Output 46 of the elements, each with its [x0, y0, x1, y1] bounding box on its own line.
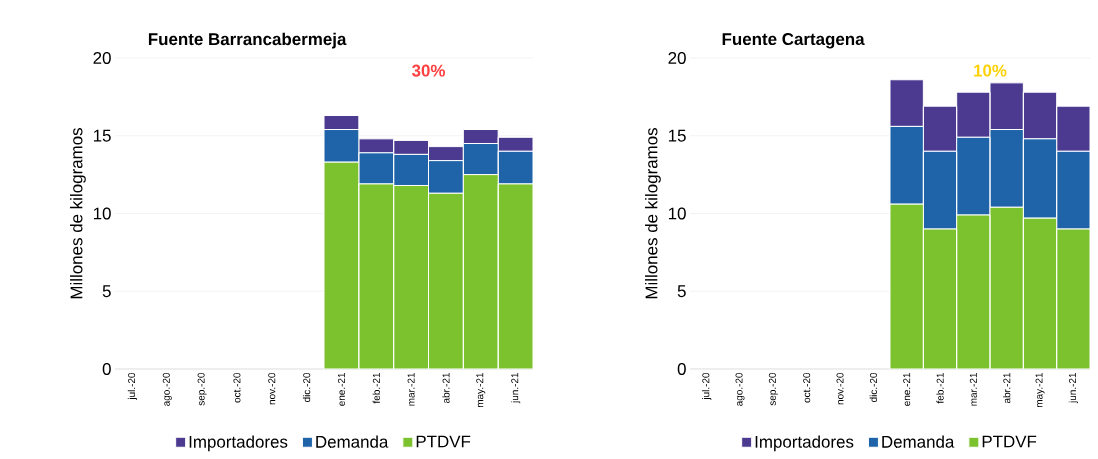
- x-tick-label: may.-21: [476, 372, 486, 408]
- x-tick-label: sep.-20: [768, 372, 778, 406]
- legend-label: Demanda: [316, 435, 389, 448]
- legend-label: Importadores: [189, 435, 288, 452]
- y-tick-label: 20: [93, 51, 111, 64]
- legend-label: PTDVF: [982, 435, 1037, 448]
- y-tick-label: 15: [93, 129, 111, 142]
- x-tick-label: nov.-20: [268, 372, 276, 405]
- x-tick-label: mar.-21: [407, 372, 415, 406]
- legend-label: Importadores: [755, 435, 854, 452]
- y-tick-label: 15: [668, 129, 686, 142]
- x-tick-label: jun.-21: [510, 372, 521, 404]
- x-tick-label: jul.-20: [702, 372, 712, 400]
- x-tick-label: oct.-20: [803, 372, 811, 403]
- x-tick-label: abr.-21: [442, 372, 450, 404]
- x-tick-label: nov.-20: [836, 372, 844, 405]
- x-tick-label: feb.-21: [936, 372, 944, 404]
- y-tick-label: 0: [102, 362, 111, 375]
- x-tick-label: ene.-21: [337, 372, 345, 406]
- y-axis-title: Millones de kilogramos: [70, 128, 86, 299]
- x-tick-label: abr.-21: [1003, 372, 1011, 404]
- x-tick-label: may.-21: [1035, 372, 1045, 408]
- annotation: 10%: [974, 64, 1007, 77]
- legend-label: Demanda: [882, 435, 955, 448]
- x-tick-label: ago.-20: [735, 372, 745, 406]
- x-tick-label: dic.-20: [302, 372, 311, 402]
- y-tick-label: 5: [677, 285, 686, 298]
- x-tick-label: ago.-20: [162, 372, 172, 406]
- x-tick-label: oct.-20: [233, 372, 241, 403]
- x-tick-label: jul.-20: [127, 372, 138, 400]
- y-tick-label: 10: [668, 207, 686, 220]
- chart-title: Fuente Barrancabermeja: [148, 32, 347, 49]
- x-tick-label: jun.-21: [1068, 372, 1078, 404]
- y-tick-label: 0: [677, 362, 686, 375]
- y-axis-title: Millones de kilogramos: [645, 128, 661, 299]
- y-tick-label: 5: [102, 285, 111, 298]
- x-tick-label: sep.-20: [197, 372, 207, 406]
- chart-title: Fuente Cartagena: [722, 33, 865, 49]
- y-tick-label: 10: [93, 207, 111, 220]
- x-tick-label: dic.-20: [869, 372, 877, 402]
- x-tick-label: feb.-21: [372, 372, 380, 404]
- annotation: 30%: [411, 64, 445, 77]
- x-tick-label: mar.-21: [969, 372, 977, 406]
- legend-label: PTDVF: [416, 435, 471, 448]
- x-tick-label: ene.-21: [903, 372, 911, 406]
- y-tick-label: 20: [668, 51, 686, 64]
